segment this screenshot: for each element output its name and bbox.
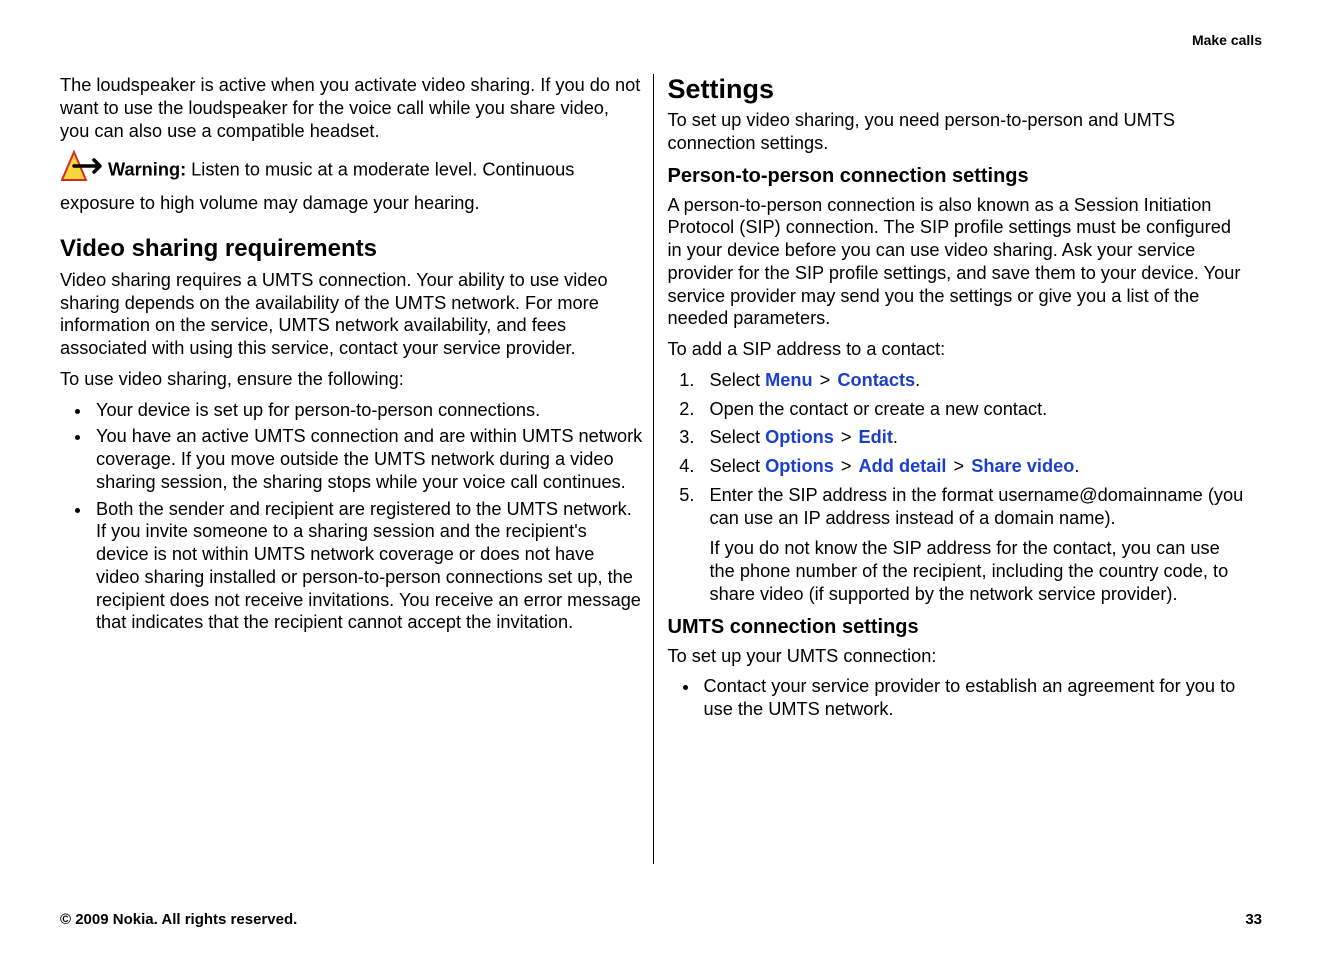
heading-video-sharing-requirements: Video sharing requirements [60, 235, 643, 263]
menu-link[interactable]: Menu [765, 370, 813, 390]
warning-label: Warning: [108, 160, 186, 180]
step-text: . [915, 370, 920, 390]
step-text: Enter the SIP address in the format user… [710, 485, 1244, 528]
paragraph: A person-to-person connection is also kn… [668, 194, 1251, 331]
header-section-title: Make calls [1192, 32, 1262, 48]
separator: > [815, 370, 836, 390]
page-number: 33 [1245, 911, 1262, 928]
warning-paragraph: Warning: Listen to music at a moderate l… [60, 150, 643, 215]
step-text: . [893, 427, 898, 447]
options-link[interactable]: Options [765, 456, 834, 476]
umts-list: Contact your service provider to establi… [668, 675, 1251, 721]
heading-p2p-settings: Person-to-person connection settings [668, 165, 1251, 188]
paragraph: To set up your UMTS connection: [668, 645, 1251, 668]
paragraph: Video sharing requires a UMTS connection… [60, 269, 643, 360]
separator: > [836, 456, 857, 476]
paragraph: To use video sharing, ensure the followi… [60, 368, 643, 391]
list-item: You have an active UMTS connection and a… [92, 425, 643, 493]
right-column: Settings To set up video sharing, you ne… [653, 74, 1263, 864]
page-footer: © 2009 Nokia. All rights reserved. 33 [60, 911, 1262, 928]
copyright-text: © 2009 Nokia. All rights reserved. [60, 911, 297, 928]
page-content: The loudspeaker is active when you activ… [60, 74, 1262, 864]
paragraph: To add a SIP address to a contact: [668, 338, 1251, 361]
add-detail-link[interactable]: Add detail [859, 456, 947, 476]
step-text: Select [710, 456, 766, 476]
list-item: Both the sender and recipient are regist… [92, 498, 643, 635]
list-item: Select Options > Edit. [700, 426, 1251, 449]
warning-icon [60, 150, 102, 190]
step-text: Select [710, 427, 766, 447]
contacts-link[interactable]: Contacts [837, 370, 915, 390]
list-item: Your device is set up for person-to-pers… [92, 399, 643, 422]
separator: > [948, 456, 969, 476]
list-item: Open the contact or create a new contact… [700, 398, 1251, 421]
step-text: Select [710, 370, 766, 390]
heading-settings: Settings [668, 74, 1251, 105]
steps-list: Select Menu > Contacts. Open the contact… [668, 369, 1251, 606]
share-video-link[interactable]: Share video [971, 456, 1074, 476]
left-column: The loudspeaker is active when you activ… [60, 74, 653, 864]
list-item: Enter the SIP address in the format user… [700, 484, 1251, 606]
list-item: Select Options > Add detail > Share vide… [700, 455, 1251, 478]
separator: > [836, 427, 857, 447]
paragraph: To set up video sharing, you need person… [668, 109, 1251, 155]
options-link[interactable]: Options [765, 427, 834, 447]
paragraph: The loudspeaker is active when you activ… [60, 74, 643, 142]
step-note: If you do not know the SIP address for t… [710, 537, 1251, 605]
list-item: Contact your service provider to establi… [700, 675, 1251, 721]
list-item: Select Menu > Contacts. [700, 369, 1251, 392]
heading-umts-settings: UMTS connection settings [668, 616, 1251, 639]
requirements-list: Your device is set up for person-to-pers… [60, 399, 643, 635]
step-text: . [1074, 456, 1079, 476]
edit-link[interactable]: Edit [859, 427, 893, 447]
